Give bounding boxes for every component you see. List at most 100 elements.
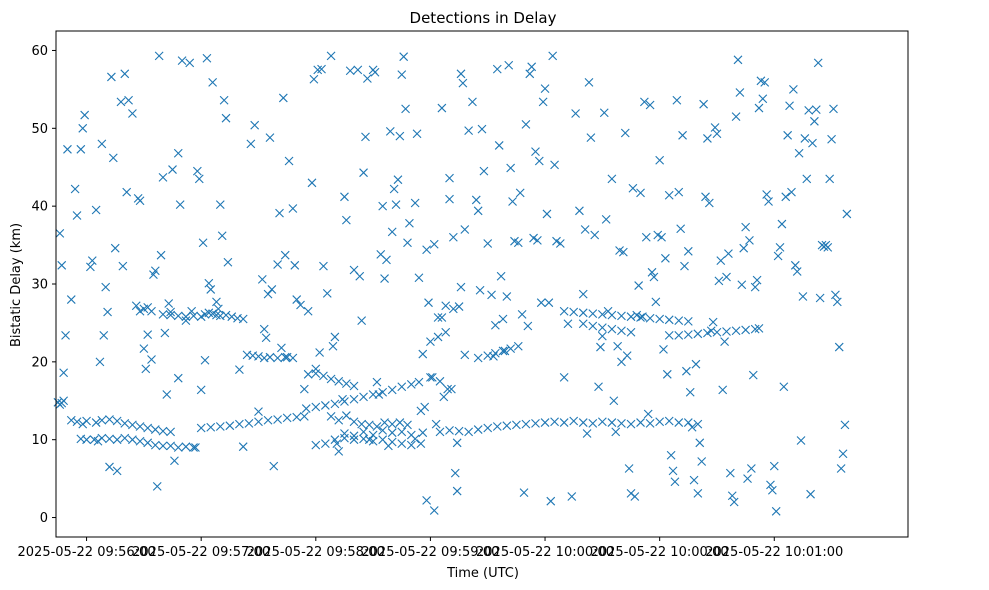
- data-point-clutter: [387, 227, 397, 237]
- data-point-clutter: [815, 293, 825, 303]
- data-point-clutter: [834, 342, 844, 352]
- data-point-clutter: [798, 292, 808, 301]
- data-point-clutter: [164, 299, 174, 308]
- data-point-clutter: [508, 197, 517, 206]
- data-point-clutter: [714, 276, 724, 286]
- data-point-clutter: [282, 352, 292, 362]
- data-point-clutter: [670, 477, 680, 487]
- data-point-clutter: [431, 419, 441, 429]
- data-point-clutter: [303, 369, 313, 379]
- data-point-clutter: [498, 314, 508, 324]
- data-point-tracks: [445, 425, 454, 435]
- data-point-tracks: [626, 312, 636, 322]
- data-point-clutter: [414, 273, 424, 283]
- data-point-clutter: [349, 417, 359, 427]
- data-point-clutter: [448, 304, 458, 314]
- x-axis-label: Time (UTC): [446, 566, 519, 581]
- data-point-clutter: [250, 120, 260, 130]
- data-point-clutter: [607, 174, 617, 184]
- data-point-clutter: [403, 238, 412, 248]
- data-point-clutter: [263, 289, 273, 299]
- data-point-clutter: [712, 129, 722, 139]
- data-point-clutter: [424, 298, 433, 308]
- data-point-clutter: [628, 183, 638, 193]
- data-point-clutter: [292, 295, 302, 304]
- data-point-clutter: [729, 497, 739, 507]
- data-point-clutter: [257, 274, 267, 284]
- data-point-clutter: [582, 429, 592, 438]
- data-point-clutter: [695, 438, 705, 448]
- data-point-clutter: [750, 282, 760, 292]
- data-point-clutter: [403, 420, 412, 430]
- data-point-tracks: [406, 380, 416, 389]
- data-point-clutter: [150, 266, 160, 276]
- data-point-clutter: [194, 174, 204, 184]
- data-point-clutter: [515, 188, 525, 198]
- data-point-clutter: [107, 72, 116, 82]
- data-point-clutter: [544, 298, 554, 308]
- data-point-tracks: [397, 382, 407, 392]
- data-point-tracks: [502, 421, 512, 431]
- data-point-tracks: [378, 387, 388, 397]
- data-point-clutter: [429, 239, 439, 249]
- data-point-clutter: [620, 128, 630, 138]
- y-tick-label: 10: [31, 433, 48, 448]
- data-point-clutter: [722, 272, 731, 282]
- data-point-tracks: [464, 427, 474, 437]
- data-point-clutter: [829, 104, 838, 114]
- data-point-clutter: [395, 131, 405, 141]
- data-point-clutter: [443, 384, 453, 394]
- data-point-tracks: [334, 376, 344, 386]
- data-point-clutter: [191, 443, 200, 452]
- data-point-clutter: [661, 253, 670, 263]
- data-point-clutter: [506, 163, 516, 173]
- data-point-tracks: [166, 427, 176, 437]
- data-point-clutter: [687, 422, 697, 432]
- data-point-clutter: [769, 461, 779, 471]
- data-point-clutter: [590, 230, 600, 240]
- data-point-clutter: [796, 436, 806, 445]
- data-point-clutter: [426, 373, 435, 382]
- data-point-clutter: [475, 285, 485, 295]
- data-point-clutter: [531, 147, 540, 157]
- data-point-clutter: [490, 320, 500, 330]
- data-point-clutter: [519, 488, 529, 498]
- data-point-clutter: [288, 204, 298, 213]
- data-point-clutter: [433, 313, 443, 322]
- data-point-clutter: [538, 97, 548, 107]
- data-point-clutter: [683, 246, 693, 256]
- data-point-clutter: [647, 267, 657, 277]
- x-tick-label: 2025-05-22 10:01:00: [705, 545, 843, 560]
- data-point-tracks: [221, 310, 231, 320]
- data-point-clutter: [483, 239, 493, 248]
- data-point-tracks: [59, 396, 69, 406]
- data-point-clutter: [611, 427, 621, 437]
- data-point-clutter: [202, 53, 212, 63]
- data-point-clutter: [187, 306, 197, 316]
- data-point-tracks: [578, 308, 588, 318]
- data-point-clutter: [460, 350, 470, 360]
- data-point-clutter: [401, 104, 410, 114]
- data-point-clutter: [452, 486, 462, 496]
- data-point-tracks: [559, 306, 569, 316]
- data-point-tracks: [636, 313, 645, 322]
- data-point-tracks: [181, 442, 191, 452]
- data-point-clutter: [238, 442, 248, 452]
- data-point-tracks: [531, 418, 540, 428]
- data-point-clutter: [649, 272, 659, 282]
- data-point-tracks: [645, 418, 655, 428]
- data-point-tracks: [410, 434, 420, 444]
- data-point-tracks: [607, 418, 617, 427]
- data-point-clutter: [810, 116, 819, 126]
- data-point-tracks: [135, 422, 145, 431]
- data-point-clutter: [808, 138, 817, 148]
- data-point-clutter: [72, 211, 82, 220]
- data-point-clutter: [91, 205, 101, 215]
- data-point-clutter: [131, 301, 141, 311]
- data-point-clutter: [599, 108, 609, 118]
- data-point-clutter: [334, 415, 344, 425]
- data-point-tracks: [319, 371, 328, 381]
- data-point-tracks: [273, 353, 282, 363]
- data-point-tracks: [636, 418, 645, 427]
- data-point-clutter: [213, 304, 223, 314]
